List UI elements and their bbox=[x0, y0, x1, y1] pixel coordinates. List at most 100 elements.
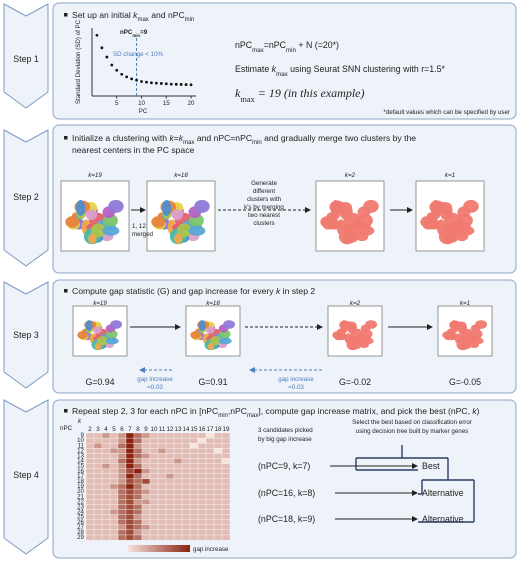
heatmap-cell bbox=[141, 463, 151, 469]
heatmap-cell bbox=[93, 463, 103, 469]
heatmap-cell bbox=[133, 478, 143, 485]
column-label: 9 bbox=[144, 426, 148, 433]
heatmap-cell bbox=[205, 468, 215, 474]
step4-bullet: Repeat step 2, 3 for each nPC in [nPCmin… bbox=[72, 406, 480, 419]
note-line: by big gap increase bbox=[258, 436, 312, 443]
heatmap-cell bbox=[101, 453, 111, 459]
heatmap-cell bbox=[101, 488, 111, 495]
row-label: 10 bbox=[77, 437, 84, 444]
heatmap-cell bbox=[141, 468, 151, 474]
scree-point bbox=[189, 83, 193, 87]
heatmap-cell bbox=[93, 488, 103, 495]
heatmap-cell bbox=[101, 478, 111, 485]
heatmap-cell bbox=[173, 509, 183, 515]
heatmap-cell bbox=[221, 499, 231, 505]
heatmap-cell bbox=[149, 448, 159, 454]
scree-point bbox=[150, 81, 153, 85]
heatmap-cell bbox=[197, 494, 207, 500]
text-segment: min bbox=[218, 413, 228, 419]
heatmap-cell bbox=[213, 468, 223, 474]
tsne-cluster bbox=[88, 233, 97, 245]
heatmap-cell bbox=[181, 524, 191, 531]
heatmap-cell bbox=[101, 524, 111, 531]
heatmap-cell bbox=[181, 509, 191, 515]
heatmap-cell bbox=[149, 458, 159, 464]
heatmap-cell bbox=[165, 473, 175, 480]
heatmap-cell bbox=[85, 488, 95, 495]
heatmap-cell bbox=[109, 478, 119, 485]
heatmap-cell bbox=[141, 519, 151, 525]
footnote: *default values which can be specified b… bbox=[383, 109, 510, 116]
tsne-cluster bbox=[151, 216, 166, 228]
step-chevrons: Step 1 Step 2 Step 3 Step 4 bbox=[3, 3, 49, 555]
heatmap-cell bbox=[133, 483, 143, 490]
heatmap-x-label: k bbox=[78, 418, 82, 425]
tsne-cluster bbox=[365, 320, 378, 329]
heatmap-cell bbox=[213, 443, 223, 449]
heatmap-cell bbox=[213, 509, 223, 515]
gap-statistic: G=-0.02 bbox=[339, 377, 371, 387]
column-label: 3 bbox=[96, 426, 100, 433]
tsne-cluster bbox=[360, 337, 374, 345]
heatmap-cell bbox=[117, 519, 127, 525]
tsne-cluster bbox=[320, 216, 335, 228]
scree-point bbox=[174, 82, 178, 86]
outcome: Alternative bbox=[422, 514, 464, 524]
scree-point bbox=[154, 81, 158, 85]
heatmap-cell bbox=[133, 468, 143, 474]
heatmap-cell bbox=[197, 534, 207, 541]
heatmap-cell bbox=[197, 437, 207, 444]
tsne-cluster bbox=[162, 199, 172, 217]
formula: nPCmax=nPCmin + N (=20*) bbox=[235, 40, 339, 54]
tsne-cluster bbox=[445, 223, 461, 238]
heatmap-cell bbox=[221, 524, 231, 531]
note-line: two nearest bbox=[248, 212, 280, 219]
heatmap-cell bbox=[181, 448, 191, 454]
heatmap-cell bbox=[157, 509, 167, 515]
heatmap-cell bbox=[101, 514, 111, 520]
text-segment: max bbox=[183, 140, 194, 146]
heatmap-cell bbox=[117, 437, 127, 444]
heatmap-cell bbox=[221, 488, 231, 495]
heatmap-cell bbox=[221, 483, 231, 490]
heatmap-cell bbox=[93, 509, 103, 515]
heatmap-cell bbox=[149, 478, 159, 485]
heatmap-cell bbox=[141, 458, 151, 464]
heatmap-cell bbox=[133, 448, 143, 454]
row-label: 21 bbox=[77, 493, 84, 500]
heatmap-cell bbox=[213, 478, 223, 485]
step2-bullet: Initialize a clustering with k=kmax and … bbox=[72, 133, 416, 146]
tsne-cluster bbox=[92, 326, 102, 334]
text-segment: ) bbox=[477, 406, 480, 416]
heatmap-cell bbox=[85, 437, 95, 444]
scree-point bbox=[105, 55, 109, 59]
column-label: 14 bbox=[183, 426, 190, 433]
heatmap-cell bbox=[181, 529, 191, 536]
heatmap-cell bbox=[165, 529, 175, 536]
heatmap-cell bbox=[133, 514, 143, 520]
heatmap-cell bbox=[205, 463, 215, 469]
heatmap-cell bbox=[157, 529, 167, 536]
text-segment: k bbox=[179, 133, 184, 143]
gap-statistic: G=-0.05 bbox=[449, 377, 481, 387]
row-label: 15 bbox=[77, 463, 84, 470]
row-label: 19 bbox=[77, 483, 84, 490]
note-line: k's by merging bbox=[244, 204, 284, 211]
heatmap-cell bbox=[205, 432, 215, 439]
text-segment: max bbox=[247, 413, 258, 419]
heatmap-cell bbox=[85, 499, 95, 505]
text-segment: k bbox=[235, 86, 241, 100]
heatmap-cell bbox=[93, 437, 103, 444]
heatmap-cell bbox=[165, 488, 175, 495]
text-segment: min bbox=[132, 33, 140, 38]
tsne-cluster bbox=[363, 199, 379, 213]
heatmap-cell bbox=[173, 437, 183, 444]
heatmap-cell bbox=[133, 524, 143, 531]
tsne-cluster bbox=[198, 320, 206, 332]
heatmap-cell bbox=[165, 524, 175, 531]
step3-panel bbox=[52, 279, 517, 394]
heatmap-cell bbox=[125, 524, 135, 531]
heatmap-cell bbox=[133, 443, 143, 449]
heatmap-cell bbox=[181, 534, 191, 541]
heatmap-cell bbox=[205, 499, 215, 505]
